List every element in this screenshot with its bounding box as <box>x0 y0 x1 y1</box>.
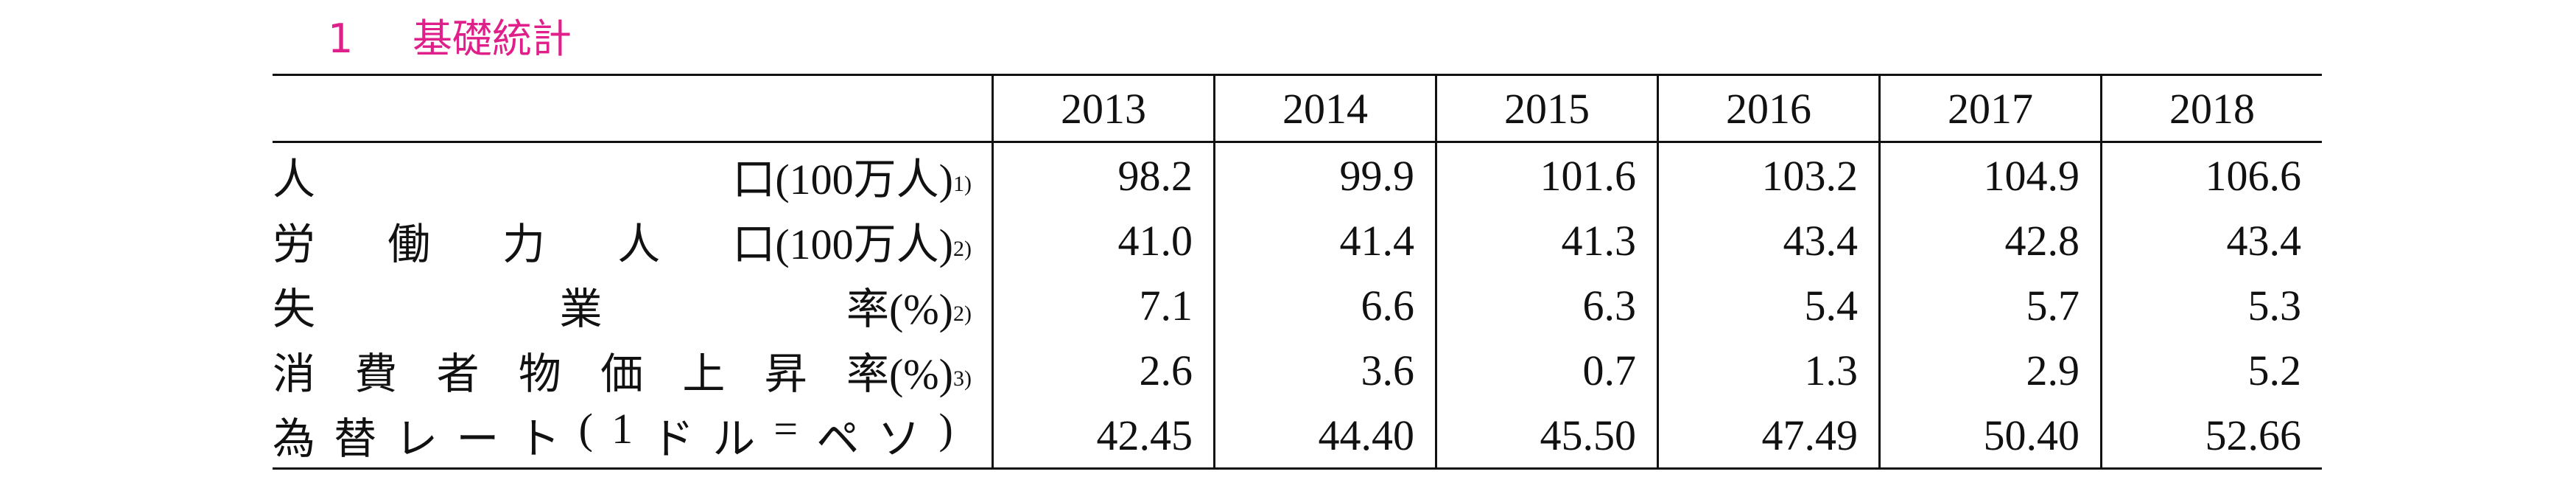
label-part: 口(100万人) <box>732 156 953 203</box>
row-label: 消費者物価上昇率(%) 3) <box>273 338 993 403</box>
row-label: 人 口(100万人) 1) <box>273 142 993 209</box>
table-body: 人口(100万人) 1) 98.2 99.9 101.6 103.2 104.9 106.6 労… <box>273 142 2322 470</box>
value-cell: 41.0 <box>992 208 1215 273</box>
table-row: 失 業 率(%) 2) 7.1 6.6 6.3 5.4 5.7 5.3 <box>273 273 2322 338</box>
label-part: 費 <box>354 350 398 398</box>
label-part: ペ <box>816 415 860 463</box>
value-cell: 52.66 <box>2100 403 2322 470</box>
value-cell: 101.6 <box>1435 142 1658 208</box>
table-row: 労働力人口(100万人) 2) 41.0 41.4 41.3 43.4 42.8 43.4 <box>273 208 2322 273</box>
label-part: 口(100万人) <box>732 220 953 268</box>
value-cell: 5.2 <box>2100 338 2322 403</box>
label-part: 率(%) <box>846 285 953 333</box>
value-cell: 5.7 <box>1878 273 2102 338</box>
label-part: 消 <box>273 350 316 398</box>
value-cell: 103.2 <box>1657 142 1880 208</box>
value-cell: 43.4 <box>1657 208 1880 273</box>
label-wrap: 労 働 力 人 口(100万人) 2) <box>273 209 984 271</box>
value-cell: 5.3 <box>2100 273 2322 338</box>
label-wrap: 失 業 率(%) 2) <box>273 274 984 336</box>
section-number: 1 <box>328 15 354 62</box>
label-part: ( <box>578 405 593 453</box>
label-wrap: 為替レート (1 ドル = ペソ) <box>273 404 984 466</box>
label-part: 労 <box>273 220 316 268</box>
label-part: 者 <box>436 350 480 398</box>
footnote-mark: 3) <box>953 366 972 391</box>
stats-table: 2013 2014 2015 2016 2017 2018 人口(100万人) 1) 98.2… <box>273 74 2322 470</box>
value-cell: 41.4 <box>1213 208 1436 273</box>
footnote-mark: 2) <box>953 302 972 326</box>
label-parts: 消費者物価上昇率(%) <box>273 339 953 401</box>
value-cell: 6.3 <box>1435 273 1658 338</box>
value-cell: 47.49 <box>1657 403 1880 470</box>
value-cell: 6.6 <box>1213 273 1436 338</box>
row-label: 為替レート (1 ドル = ペソ) <box>273 403 993 470</box>
label-parts: 為替レート (1 ドル = ペソ) <box>273 404 953 466</box>
label-wrap: 人 口(100万人) 1) <box>273 145 984 206</box>
value-cell: 42.45 <box>992 403 1215 470</box>
label-part: 上 <box>682 350 726 398</box>
column-header: 2013 <box>992 74 1215 143</box>
section-title: 基礎統計 <box>413 15 572 62</box>
value-cell: 2.6 <box>992 338 1215 403</box>
header-cell <box>273 74 993 143</box>
label-part: = <box>773 405 799 453</box>
label-part: 力 <box>502 220 546 268</box>
row-label: 失 業 率(%) 2) <box>273 273 993 338</box>
value-cell: 0.7 <box>1435 338 1658 403</box>
value-cell: 3.6 <box>1213 338 1436 403</box>
label-part: ト <box>517 415 561 463</box>
label-parts: 失 業 率(%) <box>273 274 953 336</box>
table-row: 人 口(100万人) 1) 98.2 99.9 101.6 103.2 104.9 106.6 <box>273 142 2322 209</box>
column-header: 2018 <box>2100 74 2322 143</box>
table-row: 為替レート (1 ドル = ペソ) 42.45 44.40 45.50 47.49 50.40 52… <box>273 403 2322 470</box>
label-part: 替 <box>334 415 377 463</box>
label-part: 価 <box>600 350 644 398</box>
label-part: ー <box>456 415 499 463</box>
value-cell: 5.4 <box>1657 273 1880 338</box>
value-cell: 106.6 <box>2100 142 2322 208</box>
value-cell: 7.1 <box>992 273 1215 338</box>
label-parts: 労 働 力 人 口(100万人) <box>273 209 953 271</box>
value-cell: 42.8 <box>1878 208 2102 273</box>
label-part: ) <box>938 405 953 453</box>
label-part: 働 <box>387 220 431 268</box>
value-cell: 44.40 <box>1213 403 1436 470</box>
label-parts: 人 口(100万人) <box>273 145 953 206</box>
value-cell: 43.4 <box>2100 208 2322 273</box>
label-part: 率(%) <box>846 350 953 398</box>
section-header: 1 基礎統計 <box>328 6 572 64</box>
row-label: 労 働 力 人 口(100万人) 2) <box>273 208 993 273</box>
label-part: ド <box>651 415 695 463</box>
value-cell: 104.9 <box>1878 142 2102 208</box>
value-cell: 45.50 <box>1435 403 1658 470</box>
label-part: 人 <box>273 156 316 203</box>
value-cell: 1.3 <box>1657 338 1880 403</box>
footnote-mark: 2) <box>953 237 972 261</box>
label-part: ル <box>712 415 756 463</box>
column-header: 2014 <box>1213 74 1436 143</box>
table-row: 消費者物価上昇率(%) 3) 2.6 3.6 0.7 1.3 2.9 5.2 <box>273 338 2322 403</box>
column-header: 2017 <box>1878 74 2102 143</box>
label-part: 為 <box>273 415 316 463</box>
label-part: 人 <box>617 220 661 268</box>
column-header: 2015 <box>1435 74 1658 143</box>
value-cell: 2.9 <box>1878 338 2102 403</box>
value-cell: 50.40 <box>1878 403 2102 470</box>
label-part: 失 <box>273 285 316 333</box>
label-part: 業 <box>559 285 603 333</box>
value-cell: 99.9 <box>1213 142 1436 208</box>
label-wrap: 消費者物価上昇率(%) 3) <box>273 339 984 401</box>
label-part: ソ <box>877 415 921 463</box>
value-cell: 98.2 <box>992 142 1215 208</box>
column-header: 2016 <box>1657 74 1880 143</box>
footnote-mark: 1) <box>953 172 972 196</box>
label-part: 物 <box>518 350 561 398</box>
value-cell: 41.3 <box>1435 208 1658 273</box>
label-part: 1 <box>611 405 634 453</box>
header-row: 2013 2014 2015 2016 2017 2018 <box>273 74 2322 143</box>
label-part: 昇 <box>764 350 807 398</box>
label-part: レ <box>395 415 438 463</box>
